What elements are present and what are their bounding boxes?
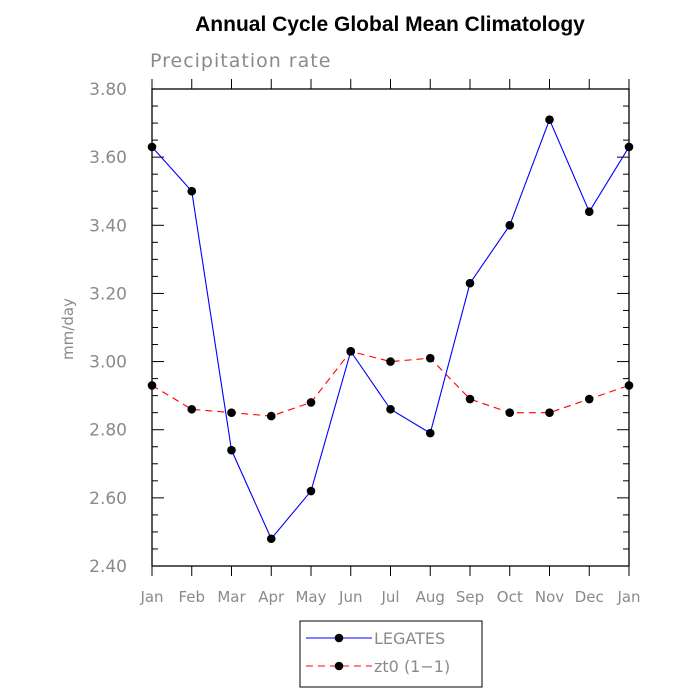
series-0-point <box>266 534 276 544</box>
x-tick-label: Aug <box>416 588 445 606</box>
y-tick-label: 2.40 <box>89 557 127 577</box>
x-tick-label: Jan <box>139 588 163 606</box>
legend-box <box>299 620 483 688</box>
chart-subtitle: Precipitation rate <box>150 50 331 72</box>
series-0-point <box>346 347 356 356</box>
series-1-point <box>227 408 236 417</box>
x-tick-label: Nov <box>535 588 564 606</box>
plot-frame <box>151 88 630 567</box>
x-tick-label: May <box>295 588 326 606</box>
x-tick-label: Jan <box>616 588 640 606</box>
y-tick-label: 3.60 <box>89 148 127 168</box>
series-lines <box>151 118 630 540</box>
y-tick-label: 3.20 <box>89 284 127 304</box>
x-tick-label: Oct <box>497 588 523 606</box>
y-tick-label: 2.60 <box>89 489 127 509</box>
y-tick-label: 3.80 <box>89 80 127 100</box>
x-tick-label: Apr <box>258 588 285 606</box>
series-1-point <box>545 408 554 417</box>
y-tick-label: 3.00 <box>89 353 127 373</box>
y-tick-label: 2.80 <box>89 421 127 441</box>
legend-label-1: zt0 (1−1) <box>374 657 450 676</box>
series-0-point <box>227 445 236 455</box>
series-1-point <box>266 411 276 421</box>
x-tick-label: Jul <box>380 588 399 606</box>
x-tick-label: Sep <box>456 588 484 606</box>
series-1-point <box>306 398 316 407</box>
series-0-point <box>386 404 395 414</box>
series-0-point <box>425 428 435 438</box>
series-0-point <box>306 486 316 496</box>
series-0-point <box>465 278 475 288</box>
series-1-point <box>425 353 435 363</box>
series-1-point <box>465 394 475 404</box>
x-tick-label: Mar <box>217 588 246 606</box>
x-tick-label: Feb <box>178 588 205 606</box>
series-0-point <box>187 186 197 196</box>
y-tick-labels: 2.40 2.60 2.80 3.00 3.20 3.40 3.60 3.80 <box>89 80 127 577</box>
x-tick-labels: Jan Feb Mar Apr May Jun Jul Aug Sep Oct Nov Dec Jan <box>139 588 640 606</box>
y-axis-label: mm/day <box>59 298 77 360</box>
chart-title: Annual Cycle Global Mean Climatology <box>195 13 585 36</box>
legend-marker-0 <box>334 633 344 643</box>
series-0-point <box>584 207 594 216</box>
series-markers <box>147 115 634 544</box>
series-1-point <box>505 408 515 417</box>
y-tick-label: 3.40 <box>89 216 127 236</box>
series-1-point <box>584 394 594 404</box>
x-tick-label: Jun <box>338 588 362 606</box>
series-0-point <box>505 220 515 230</box>
series-line-0 <box>151 118 630 540</box>
series-1-point <box>187 404 197 414</box>
legend-label-0: LEGATES <box>374 629 445 648</box>
series-1-point <box>386 357 395 366</box>
series-0-point <box>545 115 554 124</box>
legend: LEGATES zt0 (1−1) <box>299 620 483 688</box>
axis-ticks <box>151 79 630 576</box>
legend-marker-1 <box>334 661 344 671</box>
x-tick-label: Dec <box>575 588 604 606</box>
